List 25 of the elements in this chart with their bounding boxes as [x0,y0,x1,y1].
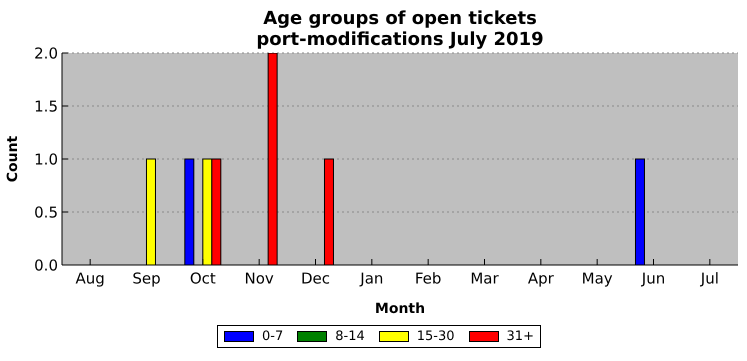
chart-subtitle: port-modifications July 2019 [255,29,545,50]
y-tick-label: 1.5 [34,97,58,116]
x-tick-label: May [582,270,613,288]
x-tick-label: Dec [300,270,330,288]
y-tick-label: 0.0 [34,256,58,274]
x-tick-label: Feb [414,270,442,288]
x-tick-label: Oct [190,270,216,288]
x-axis-title: Month [374,300,426,317]
y-tick-label: 0.5 [34,203,58,222]
x-tick-label: Mar [470,270,500,288]
legend-label: 31+ [506,329,534,344]
x-tick-label: Jul [700,270,719,288]
x-tick-label: Aug [76,270,105,288]
legend-label: 15-30 [416,329,455,344]
x-tick-label: Apr [528,270,555,288]
y-tick-label: 1.0 [34,150,58,168]
chart-title: Age groups of open tickets [262,8,538,29]
y-tick-label: 2.0 [34,44,58,62]
legend-label: 8-14 [335,329,365,344]
y-axis-title: Count [4,135,21,182]
x-tick-label: Jan [359,270,384,288]
legend-label: 0-7 [262,329,284,344]
x-tick-label: Jun [640,270,666,288]
x-tick-label: Nov [244,270,274,288]
x-tick-label: Sep [132,270,161,288]
